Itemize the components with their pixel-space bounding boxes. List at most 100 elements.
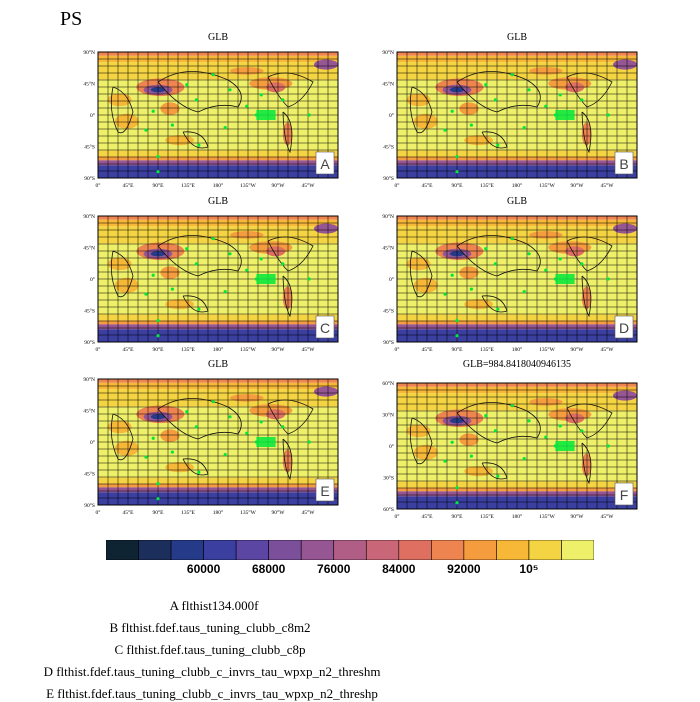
station-marker: [144, 455, 148, 459]
coastline: [267, 236, 314, 272]
station-marker: [469, 123, 473, 127]
lon-tick-label: 45°E: [122, 182, 134, 189]
map-frame: [396, 215, 638, 343]
lon-tick-label: 180°: [213, 182, 223, 189]
station-cluster: [555, 440, 575, 452]
station-marker: [496, 474, 500, 478]
lon-tick-label: 0°: [96, 182, 101, 189]
lon-tick-label: 45°E: [122, 346, 134, 353]
panel-label-box: [315, 151, 335, 175]
field-region: [114, 113, 139, 129]
panel-label: D: [619, 320, 629, 336]
coastline: [157, 71, 242, 113]
panel-label: A: [320, 156, 330, 172]
field-region: [529, 67, 563, 75]
station-marker: [469, 287, 473, 291]
station-marker: [606, 444, 610, 448]
field-region: [581, 286, 592, 310]
coastline: [110, 413, 134, 461]
station-marker: [580, 429, 584, 433]
station-marker: [197, 307, 201, 311]
field-region: [464, 135, 493, 146]
field-region: [459, 433, 479, 446]
lon-tick-label: 90°W: [272, 509, 286, 516]
lon-tick-label: 180°: [512, 513, 522, 520]
field-region: [613, 390, 637, 401]
station-marker: [580, 98, 584, 102]
lon-tick-label: 180°: [512, 346, 522, 353]
lat-tick-label: 30°N: [382, 412, 394, 419]
lat-tick-label: 0°: [90, 439, 95, 446]
lon-tick-label: 0°: [96, 346, 101, 353]
station-marker: [281, 425, 285, 429]
lon-tick-label: 0°: [96, 509, 101, 516]
station-marker: [443, 459, 447, 463]
coastline: [267, 72, 314, 108]
coastline: [481, 462, 508, 480]
panel-label-box: [315, 478, 335, 502]
station-marker: [455, 485, 459, 490]
station-marker: [307, 277, 311, 281]
field-region: [406, 424, 431, 438]
station-marker: [510, 237, 514, 241]
field-region: [464, 299, 493, 310]
coastline: [481, 131, 508, 149]
station-marker: [455, 170, 459, 174]
panel-label: F: [620, 487, 629, 503]
lat-tick-label: 45°S: [84, 308, 95, 315]
lat-tick-label: 45°N: [382, 81, 394, 88]
station-marker: [156, 497, 160, 501]
lon-tick-label: 90°E: [152, 346, 164, 353]
lon-tick-label: 45°E: [421, 346, 433, 353]
lon-tick-label: 90°W: [272, 346, 286, 353]
colorbar-swatch: [300, 540, 335, 560]
station-marker: [228, 252, 232, 256]
station-marker: [307, 440, 311, 444]
station-marker: [527, 252, 531, 256]
station-marker: [197, 470, 201, 474]
field-region: [282, 449, 293, 473]
field-region: [464, 466, 493, 477]
station-cluster: [256, 273, 276, 285]
map-panel-d: 90°N45°N0°45°S90°S0° 45°E 90°E 135°E 180° 135…: [382, 213, 638, 353]
map-panel-a: 90°N45°N0°45°S90°S0° 45°E 90°E 135°E 180° 135…: [83, 49, 339, 189]
field-region: [165, 462, 194, 473]
station-cluster: [555, 109, 575, 121]
field-region: [230, 231, 264, 239]
lon-tick-label: 0°: [395, 513, 400, 520]
field-region: [165, 299, 194, 310]
lon-tick-label: 180°: [512, 182, 522, 189]
coastline: [481, 295, 508, 313]
station-marker: [254, 440, 258, 444]
lat-tick-label: 45°S: [84, 471, 95, 478]
panel-label-box: [614, 482, 634, 506]
station-marker: [558, 257, 562, 261]
station-marker: [170, 287, 174, 291]
lon-tick-label: 90°E: [451, 182, 463, 189]
coastline: [282, 275, 293, 318]
station-marker: [553, 113, 557, 117]
station-marker: [580, 262, 584, 266]
lon-tick-label: 135°E: [480, 346, 494, 353]
legend-entry: D flthist.fdef.taus_tuning_clubb_c_invrs…: [43, 664, 381, 679]
panel-label-box: [614, 151, 634, 175]
field-region: [114, 277, 139, 293]
station-marker: [211, 73, 215, 77]
field-region: [282, 286, 293, 310]
lat-tick-label: 45°S: [383, 308, 394, 315]
field-region: [529, 231, 563, 239]
coastline: [409, 417, 433, 465]
station-marker: [245, 104, 249, 108]
station-marker: [522, 290, 526, 294]
colorbar-swatch: [235, 540, 269, 560]
map-panel-b: 90°N45°N0°45°S90°S0° 45°E 90°E 135°E 180° 135…: [382, 49, 638, 189]
coastline: [182, 295, 209, 313]
field-region: [529, 398, 563, 406]
field-region: [413, 277, 438, 293]
station-marker: [493, 429, 497, 433]
coastline: [409, 250, 433, 298]
field-region: [114, 440, 139, 456]
coastline: [267, 399, 314, 435]
lat-tick-label: 45°N: [83, 408, 95, 415]
coastline: [182, 131, 209, 149]
